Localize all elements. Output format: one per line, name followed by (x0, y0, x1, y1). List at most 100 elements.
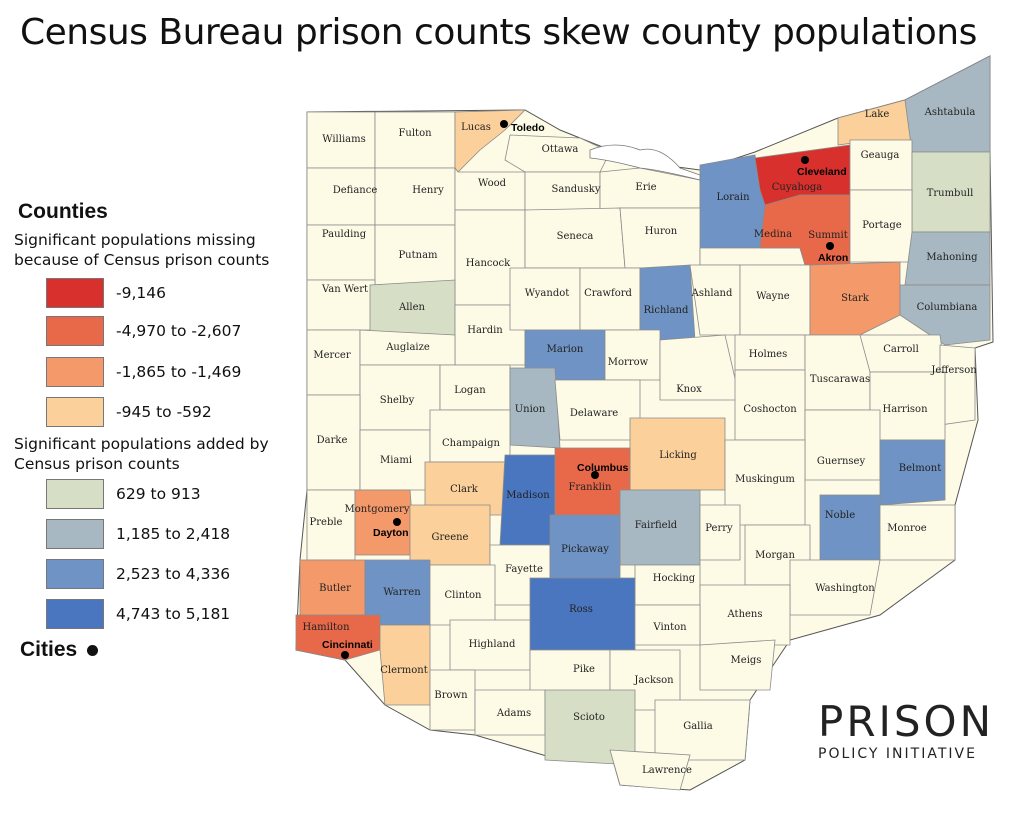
county-label: Highland (469, 639, 516, 650)
county-label: Ashland (691, 288, 733, 299)
county-label: Scioto (573, 712, 605, 723)
county-label: Morgan (755, 550, 795, 561)
county-label: Pickaway (561, 544, 609, 555)
county-label: Noble (825, 510, 855, 521)
county-label: Fairfield (635, 520, 678, 531)
legend-heading: Counties (18, 200, 108, 223)
county-label: Butler (319, 583, 351, 594)
county-label: Darke (317, 435, 348, 446)
county-crawford (579, 267, 641, 331)
county-label: Lucas (461, 122, 491, 133)
county-label: Tuscarawas (810, 374, 870, 385)
county-columbiana (899, 284, 991, 346)
city-dot-icon (591, 471, 599, 479)
county-label: Clark (450, 484, 479, 495)
county-label: Belmont (899, 463, 941, 474)
legend-added-caption: Significant populations added by Census … (14, 435, 269, 473)
city-label-dayton: Dayton (373, 527, 409, 539)
legend-cities: Cities (20, 638, 99, 662)
legend-swatch (46, 397, 104, 427)
legend-swatch (46, 559, 104, 589)
county-label: Mercer (313, 350, 350, 361)
county-wood (454, 166, 526, 211)
county-huron (619, 207, 701, 269)
county-label: Montgomery (345, 504, 410, 515)
legend-label: 629 to 913 (116, 485, 201, 503)
county-label: Marion (547, 344, 584, 355)
county-label: Madison (506, 490, 550, 501)
county-label: Wood (478, 178, 507, 189)
county-stark (809, 261, 901, 336)
legend-missing-caption: Significant populations missing because … (14, 231, 270, 269)
logo-line-1: PRISON (818, 697, 995, 746)
county-label: Hocking (653, 573, 696, 584)
county-label: Cuyahoga (772, 182, 823, 193)
county-label: Fulton (398, 128, 432, 139)
county-fulton (374, 111, 456, 169)
county-label: Guernsey (817, 456, 866, 467)
county-label: Hardin (467, 325, 503, 336)
city-label-akron: Akron (818, 252, 848, 264)
city-dot-icon (393, 518, 401, 526)
legend-item-added-4: 4,743 to 5,181 (46, 599, 230, 629)
county-label: Lawrence (642, 765, 692, 776)
county-label: Preble (310, 517, 343, 528)
county-label: Pike (573, 664, 595, 675)
legend-swatch (46, 357, 104, 387)
county-label: Clinton (445, 590, 483, 601)
county-label: Meigs (731, 655, 762, 666)
county-label: Athens (727, 609, 763, 620)
county-label: Coshocton (743, 404, 797, 415)
county-mercer (306, 329, 361, 396)
county-ashtabula (904, 55, 991, 153)
county-label: Adams (496, 708, 531, 719)
county-label: Holmes (749, 349, 787, 360)
legend-swatch (46, 519, 104, 549)
county-henry (374, 167, 456, 226)
county-label: Columbiana (917, 302, 978, 313)
county-label: Wayne (756, 291, 789, 302)
county-label: Miami (380, 455, 412, 466)
county-label: Brown (434, 690, 468, 701)
legend-label: 4,743 to 5,181 (116, 605, 231, 623)
legend-swatch (46, 479, 104, 509)
county-label: Van Wert (321, 284, 368, 295)
county-label: Union (515, 404, 546, 415)
county-monroe (879, 504, 956, 561)
legend-item-added-1: 629 to 913 (46, 479, 201, 509)
county-label: Allen (398, 302, 426, 313)
county-label: Auglaize (385, 342, 430, 353)
county-label: Warren (383, 587, 421, 598)
county-label: Ashtabula (924, 107, 976, 118)
county-wyandot (509, 267, 581, 331)
county-label: Franklin (568, 482, 612, 493)
legend-label: -9,146 (116, 284, 166, 302)
logo-line-2: POLICY INITIATIVE (818, 746, 977, 762)
county-label: Vinton (652, 622, 687, 633)
legend-item-missing-1: -9,146 (46, 278, 166, 308)
county-label: Henry (412, 185, 444, 196)
legend-label: 1,185 to 2,418 (116, 525, 231, 543)
county-champaign (429, 409, 511, 463)
legend-label: -945 to -592 (116, 403, 212, 421)
county-label: Putnam (398, 250, 438, 261)
county-label: Portage (862, 220, 902, 231)
county-label: Richland (644, 305, 689, 316)
county-label: Delaware (570, 408, 618, 419)
legend-item-added-3: 2,523 to 4,336 (46, 559, 230, 589)
county-label: Perry (705, 523, 733, 534)
county-label: Muskingum (735, 474, 795, 485)
city-label-columbus: Columbus (577, 462, 628, 474)
county-meigs (699, 639, 776, 691)
county-montgomery (354, 489, 416, 556)
county-belmont (879, 439, 946, 506)
legend-swatch (46, 599, 104, 629)
county-label: Lorain (716, 192, 750, 203)
county-hamilton (295, 614, 381, 661)
county-guernsey (804, 409, 881, 481)
legend-cities-label: Cities (20, 638, 78, 661)
county-label: Lake (865, 109, 890, 120)
legend-item-added-2: 1,185 to 2,418 (46, 519, 230, 549)
county-label-layer: Williams Fulton Lucas Ottawa Lake Ashtabula De… (302, 107, 978, 776)
